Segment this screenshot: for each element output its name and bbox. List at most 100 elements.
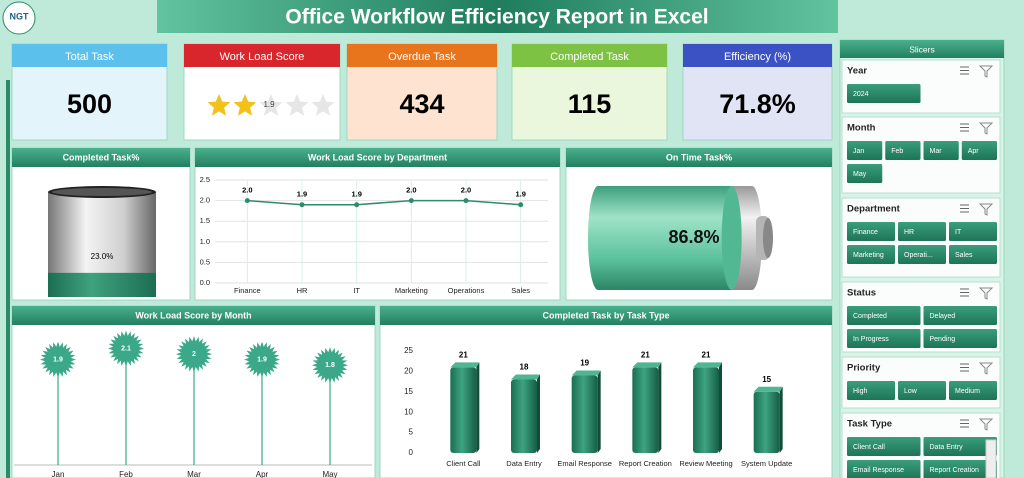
slicer-button-label[interactable]: Finance bbox=[853, 229, 878, 236]
slicer-button-label[interactable]: Sales bbox=[955, 252, 973, 259]
y-tick-label: 0.5 bbox=[200, 257, 210, 266]
slicer-button-label[interactable]: Low bbox=[904, 388, 918, 395]
slicer-button[interactable] bbox=[949, 245, 997, 264]
slicer-button-label[interactable]: IT bbox=[955, 229, 962, 236]
slicer-button-label[interactable]: Data Entry bbox=[930, 444, 964, 451]
y-tick-label: 1.0 bbox=[200, 237, 210, 246]
bar-side bbox=[476, 362, 480, 453]
slicer-button[interactable] bbox=[923, 141, 959, 160]
point bbox=[299, 202, 305, 208]
multi-select-icon[interactable] bbox=[960, 419, 969, 428]
slicer-button[interactable] bbox=[847, 381, 895, 400]
slicer-button-label[interactable]: Feb bbox=[891, 148, 903, 155]
slicer-button[interactable] bbox=[885, 141, 921, 160]
kpi-value: 1.9 bbox=[263, 100, 275, 109]
slicer-button[interactable] bbox=[923, 460, 998, 478]
slicer-button[interactable] bbox=[961, 141, 997, 160]
star-filled bbox=[233, 94, 256, 116]
point bbox=[518, 202, 524, 208]
kpi-value: 434 bbox=[399, 89, 444, 119]
marker bbox=[312, 347, 348, 384]
slicer-button[interactable] bbox=[898, 381, 946, 400]
slicer-button[interactable] bbox=[847, 84, 921, 103]
slicer-button-label[interactable]: Pending bbox=[930, 336, 956, 343]
slicer-button-label[interactable]: Completed bbox=[853, 313, 887, 320]
multi-select-icon[interactable] bbox=[960, 66, 969, 75]
clear-filter-icon[interactable] bbox=[978, 287, 994, 300]
slicer-button-label[interactable]: May bbox=[853, 171, 867, 178]
bar bbox=[450, 367, 477, 453]
bar bbox=[693, 367, 719, 453]
multi-select-icon[interactable] bbox=[960, 204, 969, 213]
star-rating bbox=[207, 94, 256, 116]
slicer-button-label[interactable]: Marketing bbox=[853, 252, 884, 259]
slicer-button-label[interactable]: In Progress bbox=[853, 336, 889, 343]
y-tick-label: 20 bbox=[404, 367, 413, 376]
scrollbar[interactable] bbox=[985, 439, 997, 478]
marker bbox=[108, 330, 144, 367]
x-tick-label: Feb bbox=[119, 470, 133, 478]
bar bbox=[753, 391, 780, 453]
slicer-button[interactable] bbox=[847, 437, 921, 456]
slicer-button-label[interactable]: Medium bbox=[955, 388, 980, 395]
clear-filter-icon[interactable] bbox=[978, 65, 994, 78]
slicer-button[interactable] bbox=[847, 306, 921, 325]
slicer-button[interactable] bbox=[923, 329, 998, 348]
slicer-button[interactable] bbox=[949, 381, 997, 400]
slicer-button-label[interactable]: Apr bbox=[968, 148, 980, 155]
multi-select-icon[interactable] bbox=[960, 123, 969, 132]
multi-select-icon[interactable] bbox=[960, 288, 969, 297]
slicer-button-label[interactable]: Delayed bbox=[930, 313, 956, 320]
slicer-button-label[interactable]: 2024 bbox=[853, 91, 869, 98]
slicer-button-label[interactable]: Client Call bbox=[853, 444, 885, 451]
x-tick-label: Mar bbox=[187, 470, 201, 478]
slicer-button[interactable] bbox=[847, 245, 895, 264]
cylinder-fill bbox=[48, 272, 156, 297]
slicer-button[interactable] bbox=[923, 437, 998, 456]
value-label: 23.0% bbox=[91, 252, 114, 261]
y-tick-label: 0 bbox=[409, 448, 414, 457]
value-label: 1.9 bbox=[515, 190, 525, 199]
slicer-button-label[interactable]: Operati... bbox=[904, 252, 933, 259]
slicer-group-title: Status bbox=[847, 288, 876, 299]
slicer-button-label[interactable]: Report Creation bbox=[930, 467, 980, 474]
slicer-group-title: Task Type bbox=[847, 419, 892, 430]
clear-filter-icon[interactable] bbox=[978, 362, 994, 375]
y-tick-label: 2.0 bbox=[200, 196, 210, 205]
slicer-button[interactable] bbox=[923, 306, 998, 325]
slicer-button[interactable] bbox=[847, 329, 921, 348]
logo bbox=[2, 1, 36, 35]
clear-filter-icon[interactable] bbox=[978, 203, 994, 216]
x-tick-label: Report Creation bbox=[619, 459, 672, 468]
x-tick-label: Sales bbox=[511, 286, 530, 295]
kpi-label: Total Task bbox=[65, 51, 114, 63]
panel-title: Work Load Score by Department bbox=[308, 152, 447, 162]
slicer-button-label[interactable]: HR bbox=[904, 229, 914, 236]
value-label: 2 bbox=[192, 351, 196, 358]
title-banner bbox=[157, 0, 838, 33]
slicer-button-label[interactable]: Mar bbox=[930, 148, 943, 155]
slicer-button-label[interactable]: Email Response bbox=[853, 467, 904, 474]
window-edge bbox=[1006, 40, 1024, 478]
slicer-button[interactable] bbox=[847, 222, 895, 241]
slicer-button-label[interactable]: High bbox=[853, 388, 868, 395]
slicer-button[interactable] bbox=[898, 222, 946, 241]
bar bbox=[632, 367, 659, 453]
x-tick-label: Email Response bbox=[557, 459, 612, 468]
slicer-button[interactable] bbox=[847, 460, 921, 478]
slicer-button[interactable] bbox=[898, 245, 946, 264]
slicer-button[interactable] bbox=[847, 141, 883, 160]
slicer-button[interactable] bbox=[847, 164, 883, 183]
value-label: 1.9 bbox=[297, 190, 307, 199]
clear-filter-icon[interactable] bbox=[978, 418, 994, 431]
x-tick-label: Apr bbox=[256, 470, 269, 478]
kpi-header bbox=[512, 44, 667, 67]
bar-top bbox=[571, 370, 601, 376]
slicer-button[interactable] bbox=[949, 222, 997, 241]
slicer-button-label[interactable]: Jan bbox=[853, 148, 864, 155]
value-label: 21 bbox=[459, 350, 468, 359]
multi-select-icon[interactable] bbox=[960, 363, 969, 372]
panel-title: Completed Task by Task Type bbox=[542, 310, 669, 320]
clear-filter-icon[interactable] bbox=[978, 122, 994, 135]
bar-top bbox=[511, 374, 540, 380]
